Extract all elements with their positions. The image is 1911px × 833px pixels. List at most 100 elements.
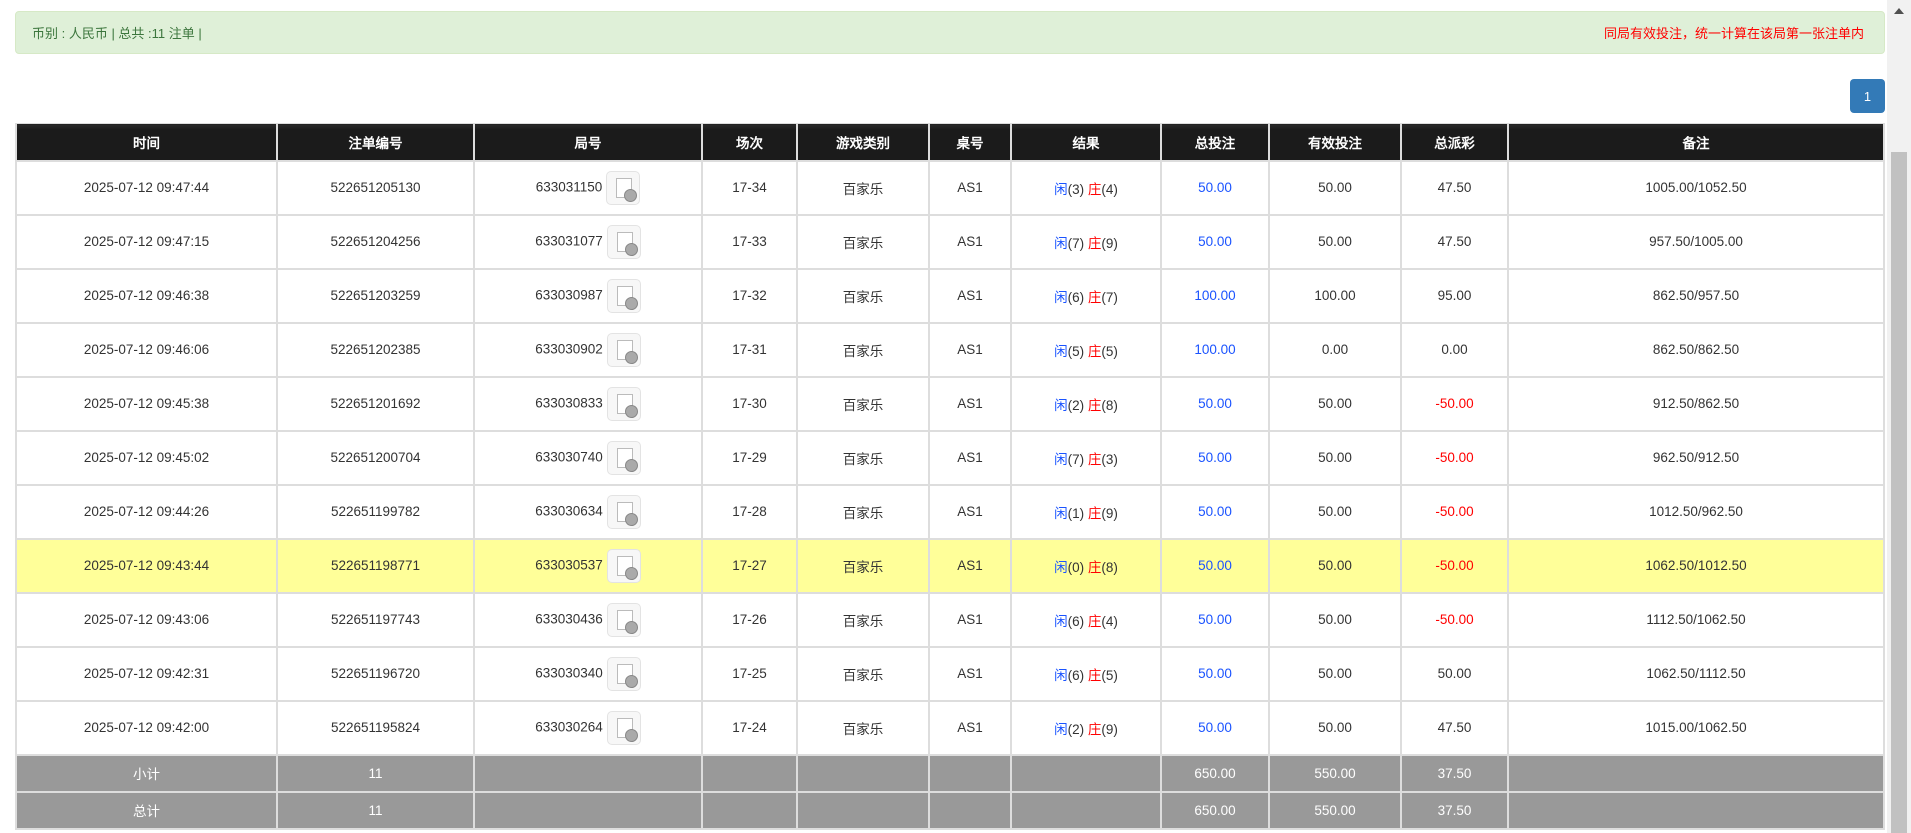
empty-cell	[796, 790, 930, 830]
payout-cell: 47.50	[1400, 699, 1509, 756]
video-replay-icon[interactable]	[606, 548, 641, 583]
result-cell: 闲(5) 庄(5)	[1010, 321, 1162, 378]
total-bet-cell: 50.00	[1160, 375, 1270, 432]
result-cell: 闲(3) 庄(4)	[1010, 159, 1162, 216]
round-cell: 633030537	[473, 537, 703, 594]
total-bet-cell: 50.00	[1160, 699, 1270, 756]
scroll-up-arrow-icon[interactable]	[1894, 8, 1904, 14]
result-cell: 闲(0) 庄(8)	[1010, 537, 1162, 594]
table-cell: AS1	[928, 483, 1012, 540]
round-cell: 633030740	[473, 429, 703, 486]
payout-cell: 47.50	[1400, 159, 1509, 216]
time-cell: 2025-07-12 09:42:31	[15, 645, 278, 702]
round-number: 633030264	[535, 719, 603, 735]
table-cell: AS1	[928, 645, 1012, 702]
bet-id-cell: 522651195824	[276, 699, 475, 756]
shoe-cell: 17-26	[701, 591, 798, 648]
pagination-page-1[interactable]: 1	[1850, 79, 1885, 113]
video-replay-icon[interactable]	[606, 710, 641, 745]
column-header: 有效投注	[1268, 123, 1402, 162]
table-header: 时间 注单编号 局号 场次 游戏类别 桌号 结果 总投注 有效投注 总派彩 备注	[15, 123, 1885, 162]
shoe-cell: 17-34	[701, 159, 798, 216]
table-row: 2025-07-12 09:46:38 522651203259 633030987…	[15, 267, 1885, 324]
video-replay-icon[interactable]	[606, 656, 641, 691]
count-cell: 11	[276, 790, 475, 830]
player-label: 闲	[1054, 397, 1068, 413]
video-replay-icon[interactable]	[606, 332, 641, 367]
game-cell: 百家乐	[796, 483, 930, 540]
player-label: 闲	[1054, 721, 1068, 737]
subtotal-row: 小计 11 650.00 550.00 37.50	[15, 753, 1885, 793]
table-cell: AS1	[928, 375, 1012, 432]
empty-cell	[1507, 753, 1885, 793]
table-cell: AS1	[928, 267, 1012, 324]
player-label: 闲	[1054, 289, 1068, 305]
valid-bet-cell: 50.00	[1268, 699, 1402, 756]
video-replay-icon[interactable]	[606, 440, 641, 475]
vertical-scrollbar[interactable]	[1887, 0, 1911, 833]
column-header: 局号	[473, 123, 703, 162]
game-cell: 百家乐	[796, 591, 930, 648]
payout-cell: 47.50	[1400, 213, 1509, 270]
game-cell: 百家乐	[796, 645, 930, 702]
banker-points: (9)	[1101, 235, 1118, 251]
banker-label: 庄	[1087, 613, 1102, 629]
valid-bet-cell: 50.00	[1268, 645, 1402, 702]
result-cell: 闲(6) 庄(4)	[1010, 591, 1162, 648]
table-row: 2025-07-12 09:45:02 522651200704 633030740…	[15, 429, 1885, 486]
game-cell: 百家乐	[796, 537, 930, 594]
table-row: 2025-07-12 09:47:44 522651205130 633031150…	[15, 159, 1885, 216]
player-label: 闲	[1054, 613, 1068, 629]
scrollbar-thumb[interactable]	[1891, 152, 1907, 833]
valid-bet-cell: 50.00	[1268, 429, 1402, 486]
banker-label: 庄	[1087, 181, 1102, 197]
label-cell: 总计	[15, 790, 278, 830]
round-number: 633030634	[535, 503, 603, 519]
time-cell: 2025-07-12 09:42:00	[15, 699, 278, 756]
payout-cell: 37.50	[1400, 753, 1509, 793]
banker-label: 庄	[1087, 721, 1102, 737]
empty-cell	[796, 753, 930, 793]
column-header: 结果	[1010, 123, 1162, 162]
player-points: (5)	[1067, 343, 1085, 359]
video-replay-icon[interactable]	[606, 602, 641, 637]
total-bet-cell: 650.00	[1160, 753, 1270, 793]
empty-cell	[1507, 790, 1885, 830]
table-row: 2025-07-12 09:43:06 522651197743 633030436…	[15, 591, 1885, 648]
bet-id-cell: 522651201692	[276, 375, 475, 432]
banker-points: (8)	[1101, 397, 1118, 413]
video-replay-icon[interactable]	[606, 224, 641, 259]
empty-cell	[473, 753, 703, 793]
video-replay-icon[interactable]	[606, 494, 641, 529]
player-points: (6)	[1067, 289, 1085, 305]
banker-points: (7)	[1101, 289, 1118, 305]
column-header: 场次	[701, 123, 798, 162]
shoe-cell: 17-32	[701, 267, 798, 324]
round-number: 633030987	[535, 287, 603, 303]
video-replay-icon[interactable]	[606, 278, 641, 313]
time-cell: 2025-07-12 09:43:06	[15, 591, 278, 648]
valid-bet-cell: 50.00	[1268, 213, 1402, 270]
table-row: 2025-07-12 09:44:26 522651199782 633030634…	[15, 483, 1885, 540]
player-points: (1)	[1067, 505, 1085, 521]
total-bet-cell: 650.00	[1160, 790, 1270, 830]
payout-cell: 37.50	[1400, 790, 1509, 830]
summary-bar: 币别 : 人民币 | 总共 :11 注单 | 同局有效投注，统一计算在该局第一张…	[15, 11, 1885, 54]
remark-cell: 1062.50/1012.50	[1507, 537, 1885, 594]
time-cell: 2025-07-12 09:46:06	[15, 321, 278, 378]
round-number: 633031150	[535, 179, 603, 195]
payout-cell: -50.00	[1400, 429, 1509, 486]
payout-cell: 95.00	[1400, 267, 1509, 324]
video-replay-icon[interactable]	[606, 386, 641, 421]
banker-label: 庄	[1087, 667, 1102, 683]
payout-cell: -50.00	[1400, 483, 1509, 540]
banker-points: (8)	[1101, 559, 1118, 575]
table-row: 2025-07-12 09:42:31 522651196720 633030340…	[15, 645, 1885, 702]
time-cell: 2025-07-12 09:45:02	[15, 429, 278, 486]
video-replay-icon[interactable]	[606, 170, 641, 205]
round-cell: 633030264	[473, 699, 703, 756]
banker-label: 庄	[1087, 235, 1102, 251]
round-cell: 633030340	[473, 645, 703, 702]
player-label: 闲	[1054, 343, 1068, 359]
table-row: 2025-07-12 09:47:15 522651204256 633031077…	[15, 213, 1885, 270]
